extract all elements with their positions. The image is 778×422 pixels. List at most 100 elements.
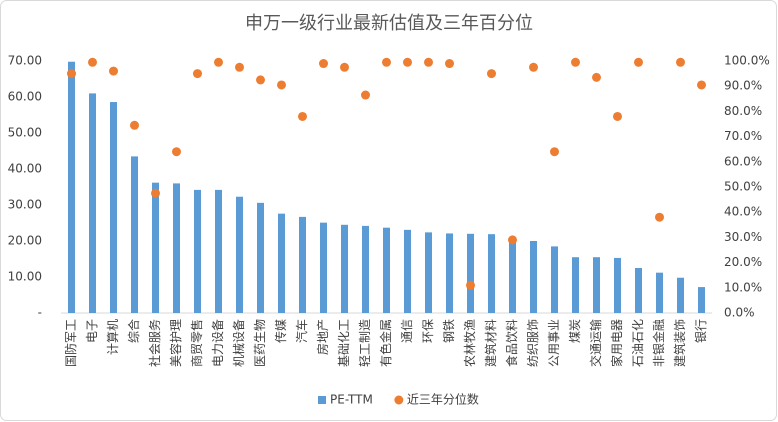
bar [593,257,600,313]
dot [109,66,118,76]
bar [320,222,327,313]
y2-tick-label: 0.0% [724,306,755,320]
bar [467,233,474,313]
x-tick-label: 公用事业 [547,319,561,367]
bar [635,268,642,313]
bar [341,224,348,313]
bar [68,61,75,313]
dot [550,147,559,157]
x-tick-label: 建筑材料 [483,319,498,367]
y2-tick-label: 10.0% [724,280,762,294]
x-tick-label: 有色金属 [378,319,393,367]
x-tick-label: 建筑装饰 [672,319,687,367]
bar [530,241,537,313]
x-tick-label: 交通运输 [588,319,603,367]
dot [655,212,664,222]
dot [403,57,412,67]
bar [194,189,201,313]
x-tick-label: 机械设备 [231,319,246,367]
x-tick-label: 计算机 [105,319,120,355]
dot [676,57,685,67]
y-tick-label: 30.00 [8,198,42,212]
y-tick-label: 70.00 [8,54,42,68]
y-tick-label: 60.00 [8,90,42,104]
x-tick-label: 银行 [694,319,708,343]
bar [383,227,390,313]
dot [193,69,202,79]
x-tick-label: 钢铁 [442,319,456,343]
y2-tick-label: 90.0% [724,79,762,93]
x-tick-label: 国防军工 [63,319,78,367]
dot [592,72,601,82]
x-tick-label: 食品饮料 [504,319,519,367]
x-tick-label: 电子 [85,319,99,343]
y2-tick-label: 50.0% [724,180,762,194]
x-tick-label: 电力设备 [211,319,225,367]
bar [551,246,558,313]
x-tick-label: 农林牧渔 [463,319,477,367]
x-tick-label: 家用电器 [609,319,624,367]
x-tick-label: 轻工制造 [358,319,372,367]
y-tick-label: 20.00 [8,234,42,248]
dot [613,111,622,121]
legend-label: 近三年分位数 [407,392,479,407]
dot [130,120,139,130]
bar [173,183,180,313]
bar [404,229,411,313]
bar [446,233,453,313]
x-tick-label: 房地产 [315,319,330,355]
dot [235,62,244,72]
y2-tick-label: 60.0% [724,154,762,168]
legend-label: PE-TTM [330,393,373,407]
dot [571,57,580,67]
dot [67,69,76,79]
bar [677,277,684,313]
dot [277,80,286,90]
x-tick-label: 石油石化 [631,319,645,367]
dot [256,75,265,85]
y2-tick-label: 20.0% [724,255,762,269]
bar [698,287,705,313]
x-tick-label: 传媒 [273,319,288,343]
dot [172,147,181,157]
x-tick-label: 综合 [126,319,141,343]
dot [697,80,706,90]
x-tick-label: 环保 [421,319,435,343]
bar [152,182,159,313]
legend-swatch [318,396,326,404]
bar [614,257,621,313]
bar [215,189,222,313]
bar [131,156,138,313]
bar [236,196,243,313]
y-tick-label: 50.00 [8,126,42,140]
bar [110,102,117,313]
y2-tick-label: 80.0% [724,104,762,118]
chart-title: 申万一级行业最新估值及三年百分位 [245,13,533,34]
y2-tick-label: 100.0% [724,54,770,68]
x-tick-label: 煤炭 [568,319,582,343]
bar [509,238,516,313]
bar [425,232,432,313]
bar [362,225,369,313]
x-tick-label: 纺织服饰 [526,319,540,367]
dot [424,57,433,67]
x-tick-label: 非银金融 [651,319,666,367]
x-tick-label: 基础化工 [337,319,351,367]
x-tick-label: 社会服务 [147,319,162,367]
bar [656,272,663,313]
dot [529,62,538,72]
dot [445,59,454,69]
dot [634,57,643,67]
dot [88,57,97,67]
x-tick-label: 汽车 [294,319,309,343]
bar [278,213,285,313]
dot [508,235,517,245]
y-tick-label: 10.00 [8,270,42,284]
bar [89,93,96,314]
x-tick-label: 美容护理 [168,319,183,367]
dot [298,111,307,121]
dot [151,188,160,198]
legend-swatch [394,395,404,405]
